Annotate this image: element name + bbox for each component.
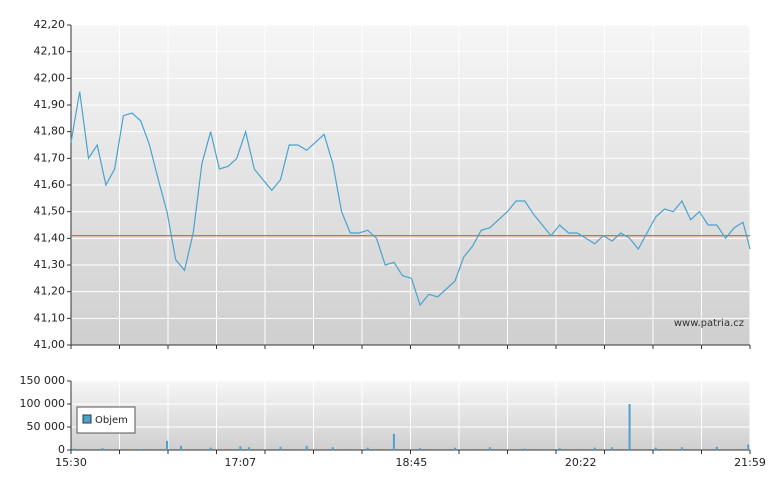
x-tick-label: 17:07: [224, 456, 256, 469]
y-tick-label: 41,00: [34, 338, 66, 351]
volume-bar: [488, 447, 491, 450]
y-tick-label: 41,70: [34, 151, 66, 164]
volume-bar: [593, 447, 596, 450]
x-tick-label: 21:59: [734, 456, 766, 469]
volume-bar: [715, 446, 718, 450]
volume-bar: [680, 447, 683, 450]
legend-swatch: [82, 414, 92, 424]
y-tick-label: 41,10: [34, 311, 66, 324]
volume-bar: [366, 447, 369, 450]
volume-bar: [392, 433, 395, 450]
volume-bar: [305, 445, 308, 450]
volume-bar: [628, 404, 631, 450]
y-tick-label: 42,00: [34, 71, 66, 84]
y-tick-label: 41,90: [34, 98, 66, 111]
y-tick-label: 150 000: [20, 374, 66, 387]
y-tick-label: 41,50: [34, 205, 66, 218]
volume-bar: [139, 449, 142, 450]
volume-bar: [248, 447, 251, 450]
price-line: [70, 91, 751, 307]
x-tick-label: 15:30: [55, 456, 87, 469]
y-tick-label: 0: [58, 443, 65, 456]
y-tick-label: 42,10: [34, 45, 66, 58]
x-tick-label: 20:22: [565, 456, 597, 469]
volume-bar: [611, 447, 614, 450]
volume-bar: [654, 447, 657, 450]
volume-bar: [166, 440, 169, 450]
y-tick-label: 100 000: [20, 397, 66, 410]
watermark: www.patria.cz: [674, 318, 744, 329]
volume-bar: [279, 446, 282, 450]
y-tick-label: 41,30: [34, 258, 66, 271]
legend-label: Objem: [95, 415, 128, 426]
volume-bar: [209, 447, 212, 450]
y-tick-label: 41,20: [34, 285, 66, 298]
y-tick-label: 41,80: [34, 125, 66, 138]
volume-bar: [179, 445, 182, 450]
volume-bar: [101, 448, 104, 450]
volume-bar: [239, 446, 242, 450]
y-tick-label: 42,20: [34, 18, 66, 31]
y-tick-label: 50 000: [27, 420, 66, 433]
volume-bar: [558, 448, 561, 450]
volume-bar: [747, 444, 750, 450]
volume-bar: [419, 448, 422, 450]
y-tick-label: 41,60: [34, 178, 66, 191]
volume-bar: [523, 448, 526, 450]
volume-bar: [331, 447, 334, 450]
x-tick-label: 18:45: [396, 456, 428, 469]
volume-bar: [454, 447, 457, 450]
volume-bar: [73, 448, 76, 450]
y-tick-label: 41,40: [34, 231, 66, 244]
